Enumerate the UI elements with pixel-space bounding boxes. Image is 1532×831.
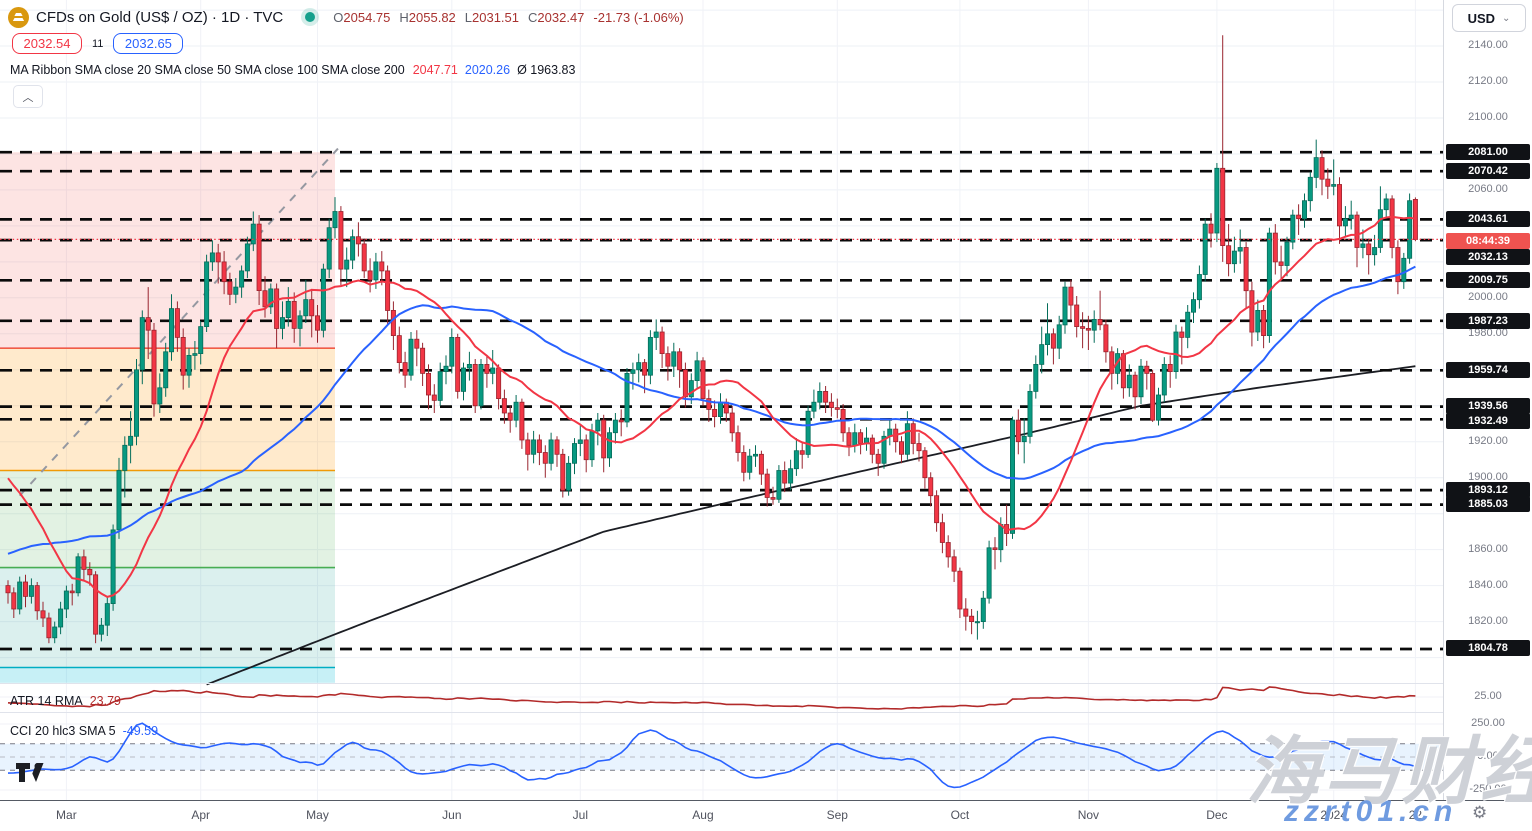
price-axis-label: 1920.00 [1468, 435, 1508, 447]
price-level-badge: 1893.12 [1446, 482, 1530, 498]
price-axis-label: 1860.00 [1468, 543, 1508, 555]
tradingview-logo-icon[interactable] [16, 763, 46, 787]
price-axis-label: 2000.00 [1468, 291, 1508, 303]
chevron-down-icon: ⌄ [1502, 12, 1511, 24]
sell-button[interactable]: 2032.54 [12, 33, 82, 54]
time-axis-label: Apr [191, 808, 211, 822]
indicator-params: SMA close 20 SMA close 50 SMA close 100 … [74, 63, 405, 77]
spread-value: 11 [92, 37, 104, 50]
price-level-badge: 1959.74 [1446, 362, 1530, 378]
time-axis-label: 22 [1408, 808, 1423, 822]
symbol-header: CFDs on Gold (US$ / OZ) · 1D · TVC O2054… [8, 6, 684, 28]
ohlc-values: O2054.75 H2055.82 L2031.51 C2032.47 -21.73 (… [333, 9, 684, 25]
cci-label: CCI 20 hlc3 SMA 5 [10, 724, 116, 738]
time-axis-label: Oct [950, 808, 970, 822]
cci-legend[interactable]: CCI 20 hlc3 SMA 5 -49.59 [10, 724, 158, 738]
price-axis[interactable]: USD ⌄ 2140.00 2120.00 2100.00 2060.00 2000.0… [1443, 0, 1532, 800]
change-value: -21.73 (-1.06%) [593, 9, 684, 25]
chevron-up-icon: ︿ [22, 91, 34, 104]
currency-dropdown[interactable]: USD ⌄ [1452, 4, 1526, 32]
atr-legend[interactable]: ATR 14 RMA 23.79 [10, 694, 121, 708]
price-axis-label: 2120.00 [1468, 75, 1508, 87]
bid-ask-row: 2032.54 11 2032.65 [12, 33, 184, 54]
open-value: 2054.75 [343, 9, 391, 25]
sma20-value: 2047.71 [412, 63, 458, 77]
atr-label: ATR 14 RMA [10, 694, 83, 708]
price-level-badge: 1932.49 [1446, 413, 1530, 429]
price-axis-label: 2100.00 [1468, 111, 1508, 123]
time-axis-label: Jul [572, 808, 588, 822]
time-axis-label: May [306, 808, 329, 822]
time-axis-label: Sep [826, 808, 848, 822]
cci-axis-label: 0.00 [1477, 750, 1499, 762]
price-level-badge: 2032.13 [1446, 249, 1530, 265]
price-level-badge: 1939.56 [1446, 398, 1530, 414]
gold-symbol-icon[interactable] [8, 6, 29, 28]
price-level-badge: 1987.23 [1446, 313, 1530, 329]
time-axis-settings-gear-icon[interactable]: ⚙ [1472, 803, 1488, 822]
sma-average-value: Ø 1963.83 [517, 63, 576, 77]
time-axis-label: Jun [442, 808, 462, 822]
countdown-badge: 08:44:39 [1446, 233, 1530, 249]
cci-value: -49.59 [122, 724, 159, 738]
price-level-badge: 1804.78 [1446, 640, 1530, 656]
price-level-badge: 2070.42 [1446, 163, 1530, 179]
cci-axis-label: 250.00 [1471, 717, 1505, 729]
cci-axis-label: -250.00 [1469, 783, 1507, 795]
time-axis-label: Mar [56, 808, 77, 822]
price-axis-label: 1980.00 [1468, 327, 1508, 339]
time-axis-label: Aug [692, 808, 714, 822]
indicator-name: MA Ribbon [10, 63, 72, 77]
collapse-legend-button[interactable]: ︿ [13, 85, 43, 108]
atr-value: 23.79 [89, 694, 121, 708]
price-level-badge: 2043.61 [1446, 211, 1530, 227]
time-axis-label: 2024 [1320, 808, 1348, 822]
time-axis-label: Nov [1077, 808, 1100, 822]
price-axis-label: 1900.00 [1468, 471, 1508, 483]
low-value: 2031.51 [472, 9, 520, 25]
price-axis-label: 2060.00 [1468, 183, 1508, 195]
time-axis-label: Dec [1206, 808, 1228, 822]
market-status-icon[interactable] [305, 12, 316, 22]
buy-button[interactable]: 2032.65 [113, 33, 184, 54]
currency-value: USD [1467, 10, 1496, 26]
ma-ribbon-legend[interactable]: MA Ribbon SMA close 20 SMA close 50 SMA … [10, 63, 575, 77]
high-value: 2055.82 [408, 9, 456, 25]
time-axis[interactable]: Mar Apr May Jun Jul Aug Sep Oct Nov Dec 2024 22 [0, 800, 1532, 831]
price-axis-label: 1840.00 [1468, 579, 1508, 591]
price-level-badge: 2081.00 [1446, 144, 1530, 160]
price-level-badge: 2009.75 [1446, 272, 1530, 288]
symbol-title[interactable]: CFDs on Gold (US$ / OZ) · 1D · TVC [36, 8, 284, 26]
price-axis-label: 2140.00 [1468, 39, 1508, 51]
price-axis-label: 1820.00 [1468, 615, 1508, 627]
price-level-badge: 1885.03 [1446, 496, 1530, 512]
close-value: 2032.47 [537, 9, 585, 25]
atr-axis-label: 25.00 [1474, 690, 1502, 702]
sma50-value: 2020.26 [464, 63, 511, 77]
